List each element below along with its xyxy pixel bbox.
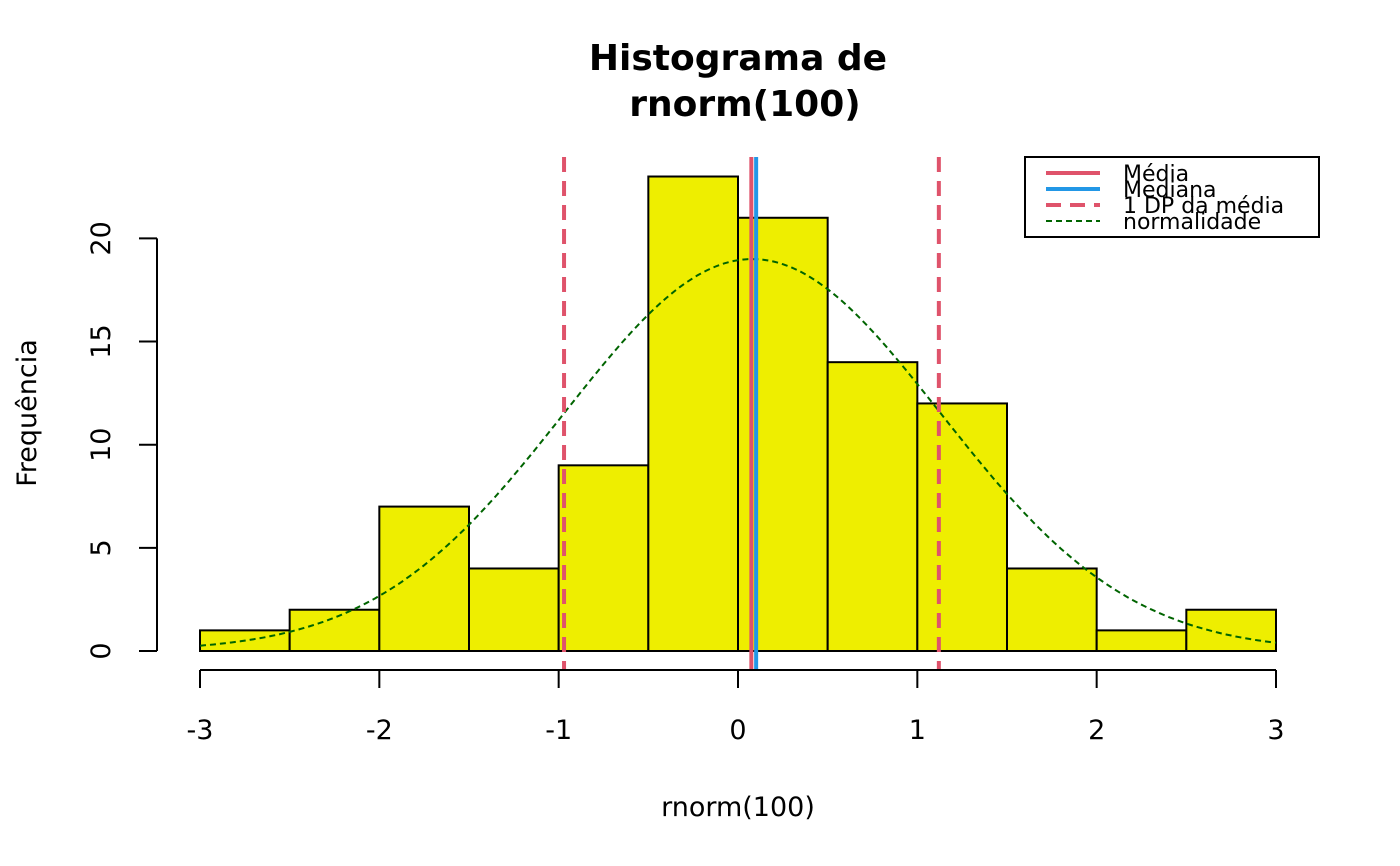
histogram-bar (826, 361, 919, 652)
y-tick-label: 0 (86, 642, 117, 659)
histogram-bar (378, 505, 471, 652)
x-tick-label: 1 (909, 715, 926, 746)
legend-label: Média (1123, 162, 1189, 187)
histogram-bars (199, 175, 1278, 653)
histogram-bar (647, 175, 739, 652)
legend-label: Mediana (1123, 178, 1217, 203)
legend-label: normalidade (1123, 210, 1261, 235)
x-tick-label: 0 (729, 715, 746, 746)
x-axis-label: rnorm(100) (661, 792, 815, 823)
histogram-bar (288, 608, 381, 652)
y-tick-label: 20 (86, 221, 117, 255)
x-axis: -3 -2 -1 0 1 2 3 (187, 669, 1285, 746)
legend-box (1024, 156, 1320, 238)
histogram-bar (1185, 608, 1278, 652)
histogram-bar (1006, 567, 1098, 652)
histogram-bar (1095, 629, 1188, 652)
x-tick-label: -3 (187, 715, 214, 746)
x-tick-label: 3 (1267, 715, 1284, 746)
x-tick-label: 2 (1088, 715, 1105, 746)
y-axis: 0 5 10 15 20 (86, 221, 158, 660)
histogram-bar (916, 402, 1008, 652)
y-tick-label: 10 (86, 428, 117, 462)
legend-label: 1 DP da média (1123, 194, 1284, 219)
x-tick-label: -1 (545, 715, 572, 746)
normal-curve-line (199, 258, 1277, 647)
x-tick-label: -2 (366, 715, 393, 746)
chart-title-line-1: Histograma de (589, 38, 887, 79)
histogram-bar (468, 567, 560, 652)
normal-curve (199, 258, 1277, 647)
reference-lines (562, 157, 941, 670)
chart-title-line-2: rnorm(100) (629, 84, 860, 125)
y-tick-label: 15 (86, 324, 117, 358)
y-tick-label: 5 (86, 539, 117, 556)
histogram-bar (557, 464, 650, 652)
y-axis-label: Frequência (12, 339, 43, 487)
